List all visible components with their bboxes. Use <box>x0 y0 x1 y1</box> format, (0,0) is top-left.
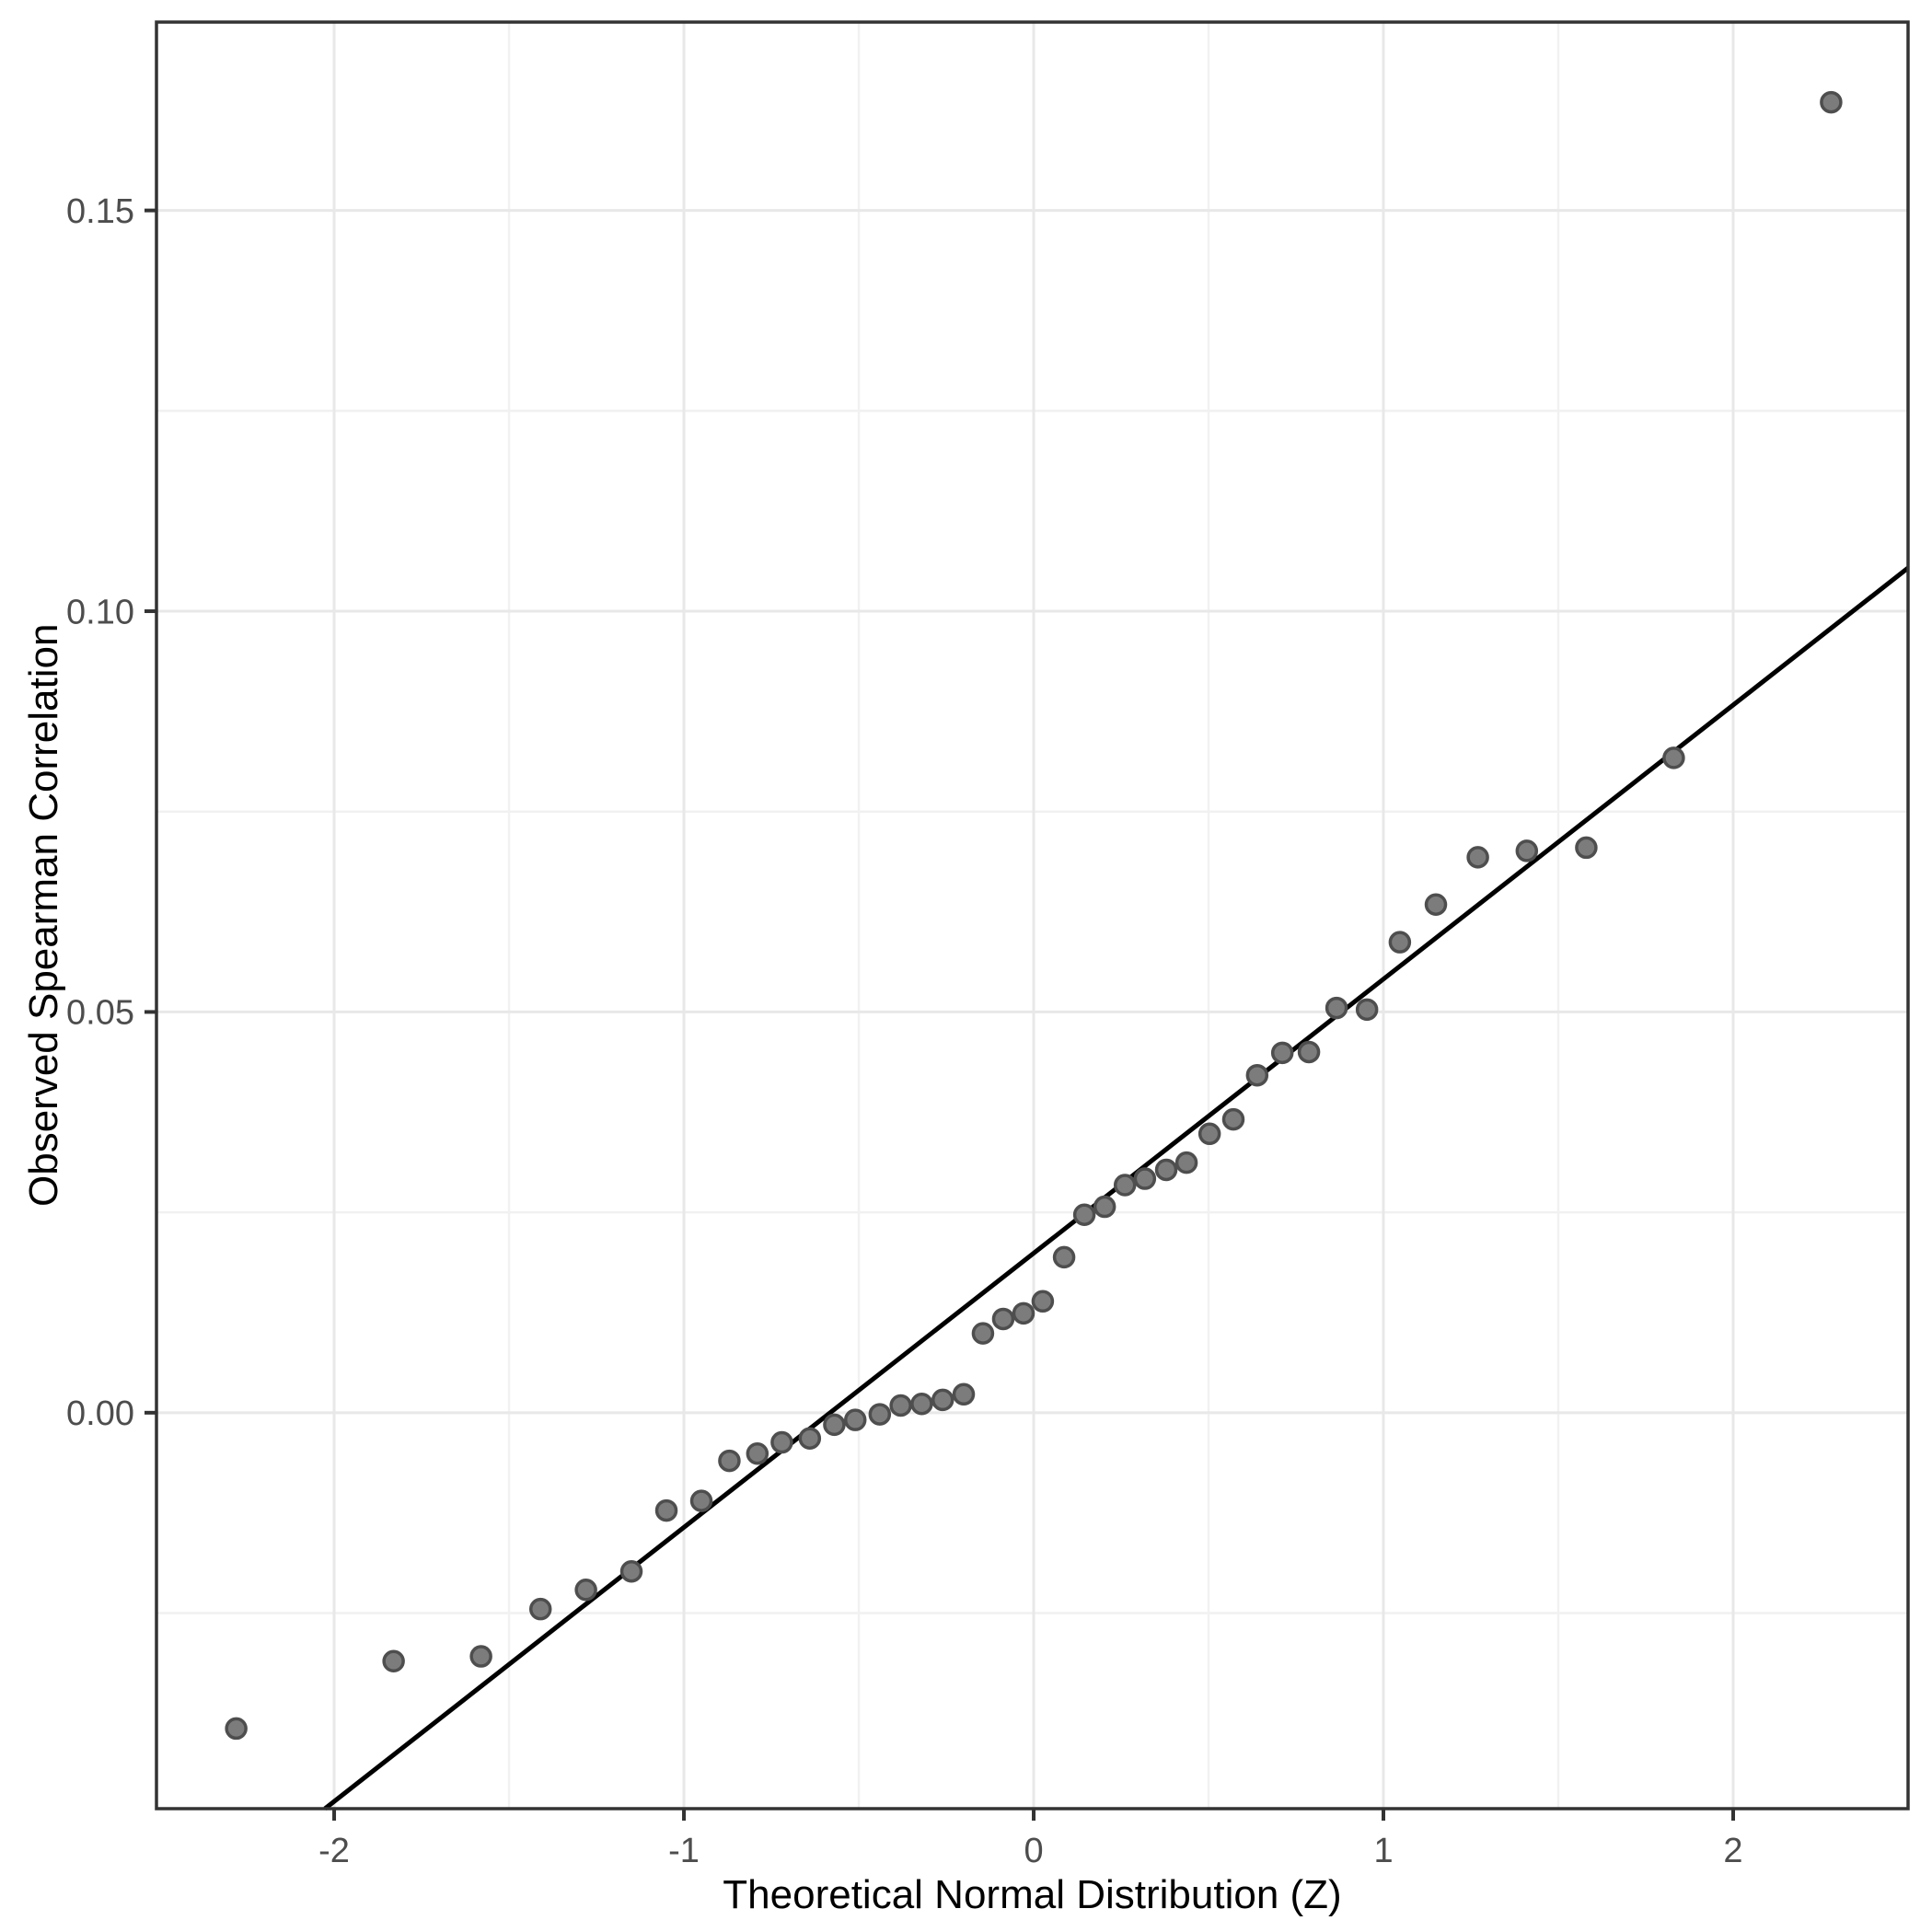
data-point <box>619 1559 643 1583</box>
data-point <box>952 1382 976 1406</box>
data-point <box>469 1645 492 1668</box>
data-point <box>1245 1063 1269 1087</box>
data-point <box>689 1489 713 1512</box>
data-point <box>1575 836 1598 860</box>
data-point <box>1515 839 1539 862</box>
x-axis-title: Theoretical Normal Distribution (Z) <box>723 1872 1342 1917</box>
x-tick-label: -1 <box>668 1832 700 1870</box>
data-point <box>931 1388 954 1412</box>
data-point <box>1093 1195 1116 1219</box>
data-point <box>1820 90 1843 114</box>
data-point <box>528 1597 552 1621</box>
data-point <box>1466 846 1489 869</box>
data-point <box>991 1307 1015 1331</box>
data-point <box>798 1427 822 1450</box>
data-point <box>718 1449 741 1473</box>
data-point <box>1662 746 1685 769</box>
data-point <box>1297 1040 1321 1064</box>
data-point <box>1154 1158 1178 1182</box>
data-point <box>971 1322 995 1345</box>
data-point <box>770 1430 793 1454</box>
data-point <box>1388 931 1412 954</box>
data-point <box>382 1649 405 1673</box>
data-point <box>889 1394 912 1417</box>
x-tick-label: 0 <box>1024 1832 1043 1870</box>
y-tick-label: 0.05 <box>66 994 134 1033</box>
data-point <box>1174 1151 1198 1174</box>
data-point <box>843 1408 867 1431</box>
data-point <box>1197 1122 1221 1146</box>
data-point <box>1424 893 1448 916</box>
data-point <box>654 1498 678 1522</box>
data-point <box>1072 1203 1096 1226</box>
y-tick-label: 0.10 <box>66 593 134 631</box>
data-point <box>1133 1167 1157 1190</box>
data-point <box>1221 1107 1245 1131</box>
data-point <box>823 1413 846 1437</box>
data-point <box>1355 998 1379 1022</box>
x-tick-label: -2 <box>318 1832 350 1870</box>
plot-panel <box>156 22 1908 1809</box>
data-point <box>225 1717 248 1741</box>
data-point <box>574 1579 597 1602</box>
data-point <box>1113 1174 1137 1197</box>
data-point <box>868 1403 892 1426</box>
data-point <box>746 1441 769 1465</box>
data-point <box>1270 1041 1294 1065</box>
data-point <box>1031 1290 1055 1313</box>
y-tick-label: 0.00 <box>66 1394 134 1433</box>
x-tick-label: 2 <box>1723 1832 1742 1870</box>
data-point <box>1012 1301 1035 1325</box>
y-tick-label: 0.15 <box>66 192 134 231</box>
x-tick-label: 1 <box>1373 1832 1393 1870</box>
data-point <box>1052 1245 1076 1269</box>
y-axis-title: Observed Spearman Correlation <box>21 623 66 1208</box>
data-point <box>1325 996 1348 1020</box>
data-point <box>910 1392 933 1416</box>
